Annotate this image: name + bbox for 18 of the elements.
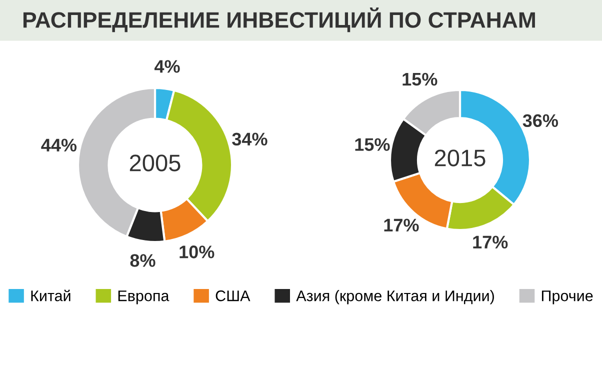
data-label: 15% [355,138,390,151]
data-label: 17% [384,218,419,232]
legend-label: Европа [118,290,170,304]
data-label: 44% [41,138,77,152]
legend-label: США [216,290,250,302]
data-label: 36% [522,114,558,128]
data-label: 10% [180,246,214,258]
legend-label: Азия (кроме Китая и Индии) [296,290,494,304]
text: 2005 [130,154,180,172]
data-label: 4% [154,60,180,73]
text: 2015 [434,150,486,166]
data-label: 8% [130,254,156,267]
data-label: 15% [402,72,438,86]
data-label: 34% [232,132,268,146]
chart-title: РАСПРЕДЕЛЕНИЕ ИНВЕСТИЦИЙ ПО СТРАНАМ [23,8,535,32]
legend-label: Прочие [542,290,593,304]
legend-label: Китай [31,290,70,302]
data-label: 17% [473,236,508,248]
